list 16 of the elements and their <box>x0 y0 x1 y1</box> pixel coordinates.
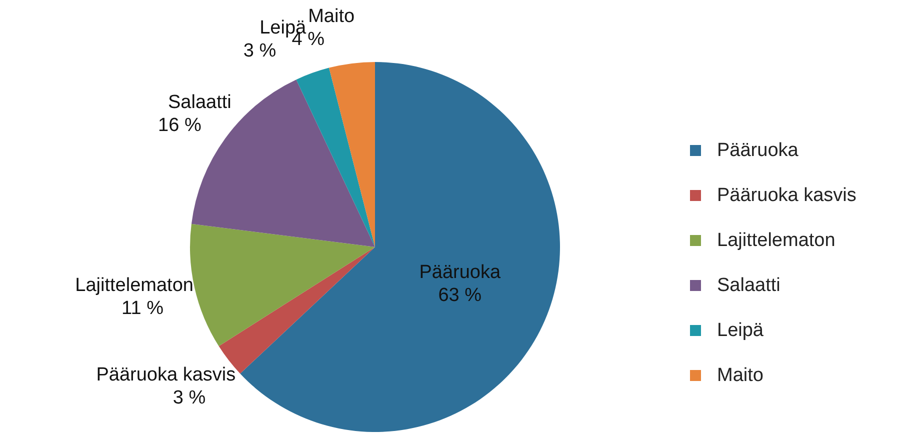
legend-label: Leipä <box>717 320 764 342</box>
slice-label: Pääruoka <box>419 262 501 283</box>
data-label: 63 % <box>438 284 482 306</box>
legend-label: Maito <box>717 364 764 386</box>
data-label: 3 % <box>172 387 206 408</box>
slice-label: Pääruoka kasvis <box>96 364 236 386</box>
legend-label: Salaatti <box>717 274 780 296</box>
slice-label: Lajittelematon <box>75 274 194 296</box>
legend-label: Pääruoka kasvis <box>717 184 856 206</box>
legend-label: Lajittelematon <box>717 230 836 252</box>
slice-label: Salaatti <box>168 92 232 113</box>
legend-label: Pääruoka <box>717 140 798 162</box>
data-label: 16 % <box>158 114 202 136</box>
data-label: 3 % <box>243 40 276 62</box>
data-label: 11 % <box>122 298 164 319</box>
slice-label: Maito <box>308 6 355 28</box>
